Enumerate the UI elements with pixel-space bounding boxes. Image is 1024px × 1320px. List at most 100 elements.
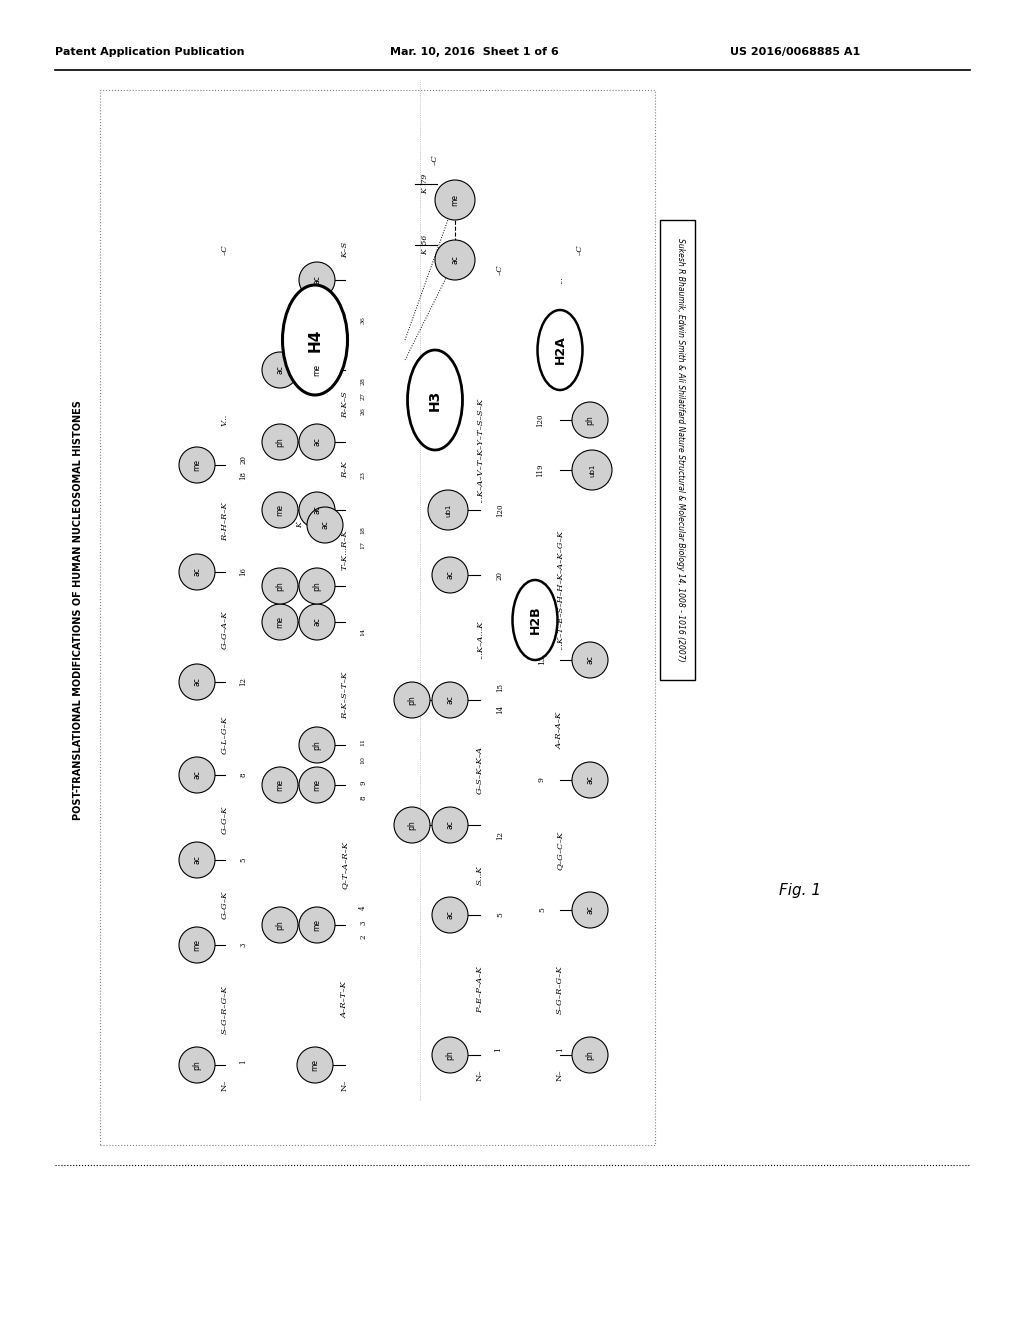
Text: 26: 26 [360,407,366,414]
Text: ac: ac [586,776,595,784]
Circle shape [179,447,215,483]
Text: H2A: H2A [554,335,566,364]
Text: ac: ac [193,771,202,779]
Circle shape [297,1047,333,1082]
Text: 3: 3 [359,921,367,925]
Text: 1: 1 [556,1048,564,1052]
Text: N–: N– [341,1080,349,1090]
Circle shape [299,568,335,605]
Ellipse shape [408,350,463,450]
Text: 28: 28 [360,378,366,385]
Text: ...: ... [556,276,564,284]
Text: me: me [275,504,285,516]
Text: K  56: K 56 [421,235,429,255]
Text: R–K–S–T–K: R–K–S–T–K [341,672,349,718]
Text: ...K–T–E–S–H–H–K–A–K–G–K: ...K–T–E–S–H–H–K–A–K–G–K [556,529,564,649]
Circle shape [299,424,335,459]
Text: –C: –C [221,244,229,255]
Text: Q–G–C–K: Q–G–C–K [556,830,564,870]
Text: N–: N– [556,1069,564,1081]
Text: ac: ac [586,906,595,915]
Text: 8: 8 [359,796,367,800]
Text: ac: ac [321,520,330,529]
Text: me: me [312,919,322,931]
Circle shape [299,492,335,528]
Text: K...: K... [341,313,349,327]
Bar [100,90,655,1144]
Text: Q–T–A–R–K: Q–T–A–R–K [341,841,349,888]
Text: ph: ph [586,1051,595,1060]
Circle shape [572,1038,608,1073]
Circle shape [179,1047,215,1082]
Text: 1: 1 [494,1048,502,1052]
Circle shape [299,352,335,388]
Text: ph: ph [445,1051,455,1060]
Circle shape [572,642,608,678]
Text: ac: ac [312,276,322,284]
Text: Fig. 1: Fig. 1 [779,883,821,898]
Text: ph: ph [312,581,322,591]
Text: ac: ac [312,437,322,446]
Text: ac: ac [312,506,322,515]
Text: Patent Application Publication: Patent Application Publication [55,48,245,57]
Circle shape [262,568,298,605]
Text: N–: N– [221,1080,229,1090]
Circle shape [572,450,612,490]
Circle shape [299,727,335,763]
Text: ac: ac [312,618,322,627]
Circle shape [572,892,608,928]
Text: 12: 12 [496,830,504,840]
Circle shape [179,927,215,964]
Text: 17: 17 [360,541,366,549]
Text: ac: ac [445,911,455,920]
Text: R–H–R–K: R–H–R–K [221,503,229,541]
Text: 15: 15 [496,684,504,693]
Text: R–K: R–K [341,462,349,478]
Text: S–G–R–G–K: S–G–R–G–K [221,986,229,1035]
Circle shape [262,352,298,388]
Text: V...: V... [221,413,229,426]
Circle shape [262,492,298,528]
Text: ac: ac [275,366,285,375]
Circle shape [432,1038,468,1073]
Ellipse shape [512,579,557,660]
Text: K–S: K–S [341,242,349,259]
Text: me: me [312,779,322,791]
Circle shape [299,605,335,640]
Text: 14: 14 [360,628,366,636]
Text: 2: 2 [359,935,367,940]
Text: me: me [275,779,285,791]
Text: ac: ac [445,570,455,579]
Text: S...K: S...K [476,865,484,884]
Circle shape [262,424,298,459]
Circle shape [432,682,468,718]
Text: –C: –C [496,265,504,276]
Circle shape [435,180,475,220]
Text: ac: ac [193,677,202,686]
Circle shape [432,898,468,933]
Text: 20: 20 [496,570,504,579]
Text: me: me [312,364,322,376]
Text: me: me [451,194,460,206]
Text: ac: ac [445,696,455,705]
Text: G–S–K–K–A: G–S–K–K–A [476,746,484,795]
Text: ub1: ub1 [589,463,595,477]
Text: 1: 1 [239,1060,247,1064]
Text: 8: 8 [239,772,247,777]
Text: ph: ph [312,741,322,750]
Text: A–R–T–K: A–R–T–K [341,982,349,1019]
Text: –C: –C [575,244,584,255]
Text: ac: ac [586,656,595,664]
Text: POST-TRANSLATIONAL MODIFICATIONS OF HUMAN NUCLEOSOMAL HISTONES: POST-TRANSLATIONAL MODIFICATIONS OF HUMA… [73,400,83,820]
Circle shape [394,807,430,843]
Text: 11: 11 [360,738,366,746]
Text: 14: 14 [496,705,504,714]
Text: –C: –C [431,154,439,165]
Circle shape [435,240,475,280]
Text: A–R–A–K: A–R–A–K [556,711,564,748]
Text: R–K–S: R–K–S [341,392,349,418]
Text: 16: 16 [239,568,247,577]
Text: ac: ac [451,256,460,264]
Text: H4: H4 [307,329,323,351]
Circle shape [299,907,335,942]
